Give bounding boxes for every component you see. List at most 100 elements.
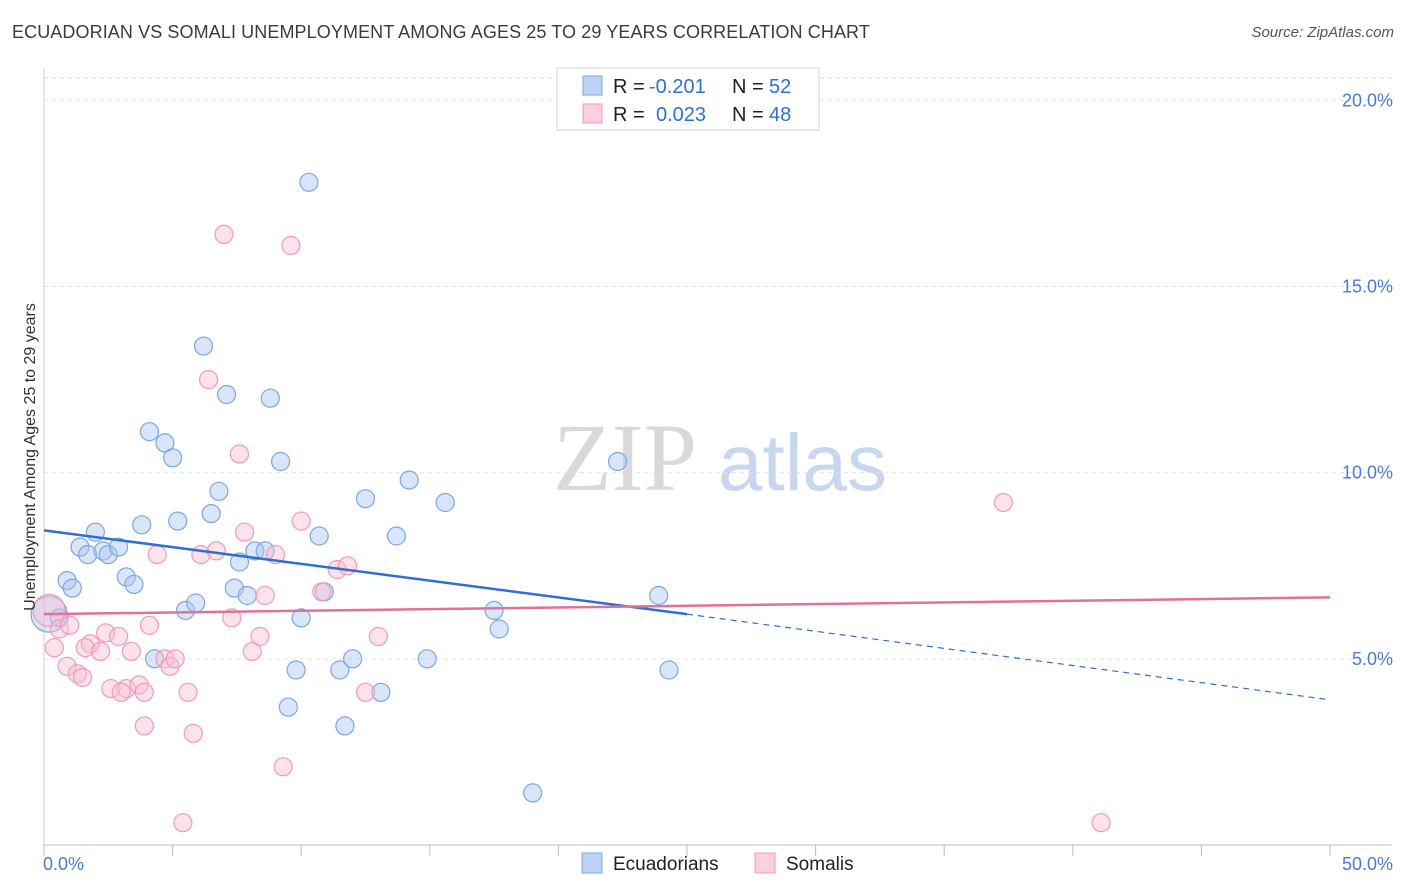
point-somalis [111, 682, 131, 702]
point-ecuadorians [271, 451, 291, 472]
point-ecuadorians [291, 608, 311, 628]
trend-line-ecuadorians [43, 529, 688, 616]
point-ecuadorians [371, 682, 391, 702]
y-tick-label: 10.0% [1342, 463, 1393, 483]
point-ecuadorians [245, 541, 265, 561]
point-ecuadorians [139, 422, 160, 442]
point-ecuadorians [155, 433, 175, 453]
point-somalis [139, 615, 160, 635]
legend-r-label-2: R = [613, 104, 645, 126]
point-somalis [255, 585, 275, 606]
watermark-zip: ZIP [553, 404, 697, 511]
point-somalis [337, 556, 358, 576]
point-somalis [134, 716, 154, 736]
point-ecuadorians [386, 526, 406, 546]
point-somalis [183, 723, 203, 743]
point-ecuadorians [186, 593, 206, 613]
point-ecuadorians [209, 481, 229, 501]
legend-r-value-2: 0.023 [656, 104, 706, 126]
point-somalis [250, 626, 270, 647]
point-somalis [80, 634, 100, 654]
axes: 5.0% 10.0% 15.0% 20.0% [43, 68, 1393, 856]
point-ecuadorians [343, 649, 363, 669]
point-somalis [312, 582, 332, 602]
point-somalis [291, 511, 311, 531]
point-somalis [178, 682, 198, 702]
point-ecuadorians [489, 619, 509, 639]
legend-n-label-2: N = [732, 104, 764, 126]
point-somalis [134, 682, 154, 702]
scatter-points [30, 172, 1111, 833]
point-ecuadorians [93, 541, 113, 561]
point-ecuadorians [417, 649, 437, 669]
point-ecuadorians [175, 600, 196, 621]
point-somalis [173, 813, 193, 833]
point-somalis [368, 626, 388, 647]
point-ecuadorians [309, 526, 329, 546]
legend-r-value-1: -0.201 [649, 76, 706, 98]
point-ecuadorians [435, 492, 455, 513]
trend-line-ecuadorians-extension [686, 613, 1331, 701]
point-ecuadorians [649, 585, 669, 606]
point-somalis [90, 641, 111, 662]
source-label: Source: ZipAtlas.com [1251, 24, 1394, 41]
point-ecuadorians [260, 388, 280, 408]
point-somalis [49, 619, 70, 639]
point-somalis [229, 444, 250, 464]
trend-line-somalis [43, 596, 1331, 616]
point-ecuadorians [286, 660, 306, 680]
point-ecuadorians [607, 451, 628, 472]
point-ecuadorians [193, 336, 214, 356]
grid-lines [44, 77, 1392, 660]
point-somalis [165, 649, 185, 669]
point-somalis [222, 608, 242, 628]
y-tick-label: 20.0% [1342, 90, 1393, 110]
watermark-atlas: atlas [718, 418, 887, 507]
point-ecuadorians [163, 448, 183, 468]
point-somalis [108, 626, 129, 647]
x-tick-label-min: 0.0% [43, 854, 84, 874]
point-ecuadorians [132, 515, 152, 535]
point-somalis [355, 682, 376, 702]
point-somalis [281, 235, 301, 256]
point-ecuadorians [116, 567, 136, 587]
legend-n-value-2: 48 [769, 104, 791, 126]
point-somalis [214, 224, 234, 244]
chart-title: ECUADORIAN VS SOMALI UNEMPLOYMENT AMONG … [12, 22, 870, 42]
point-somalis [273, 757, 293, 777]
y-axis-label: Unemployment Among Ages 25 to 29 years [22, 303, 39, 611]
point-ecuadorians [355, 489, 376, 509]
point-somalis [235, 522, 255, 542]
point-somalis [67, 664, 88, 684]
point-ecuadorians [299, 172, 319, 192]
legend-n-value-1: 52 [769, 76, 791, 98]
bottom-legend-swatch-ecuadorians [581, 852, 603, 874]
point-ecuadorians [237, 585, 257, 606]
point-ecuadorians [201, 503, 221, 524]
legend-n-label-1: N = [732, 76, 764, 98]
point-ecuadorians [484, 600, 504, 621]
point-ecuadorians [145, 649, 165, 669]
point-ecuadorians [330, 660, 350, 680]
point-ecuadorians [278, 697, 298, 717]
point-ecuadorians [168, 511, 188, 531]
point-somalis [147, 544, 167, 565]
point-ecuadorians [659, 660, 679, 680]
y-tick-label: 5.0% [1352, 649, 1393, 669]
legend-swatch-somalis [582, 103, 603, 124]
point-somalis [199, 370, 219, 390]
point-somalis [32, 593, 66, 628]
legend-swatch-ecuadorians [582, 75, 603, 96]
point-somalis [57, 656, 77, 676]
legend-r-label-1: R = [613, 76, 645, 98]
point-ecuadorians [335, 716, 355, 736]
trend-lines [43, 529, 1331, 701]
point-somalis [44, 638, 64, 658]
point-ecuadorians [108, 537, 129, 557]
point-somalis [72, 667, 93, 688]
point-ecuadorians [399, 470, 419, 490]
point-ecuadorians [523, 783, 543, 803]
point-somalis [75, 638, 95, 658]
point-somalis [242, 641, 262, 662]
